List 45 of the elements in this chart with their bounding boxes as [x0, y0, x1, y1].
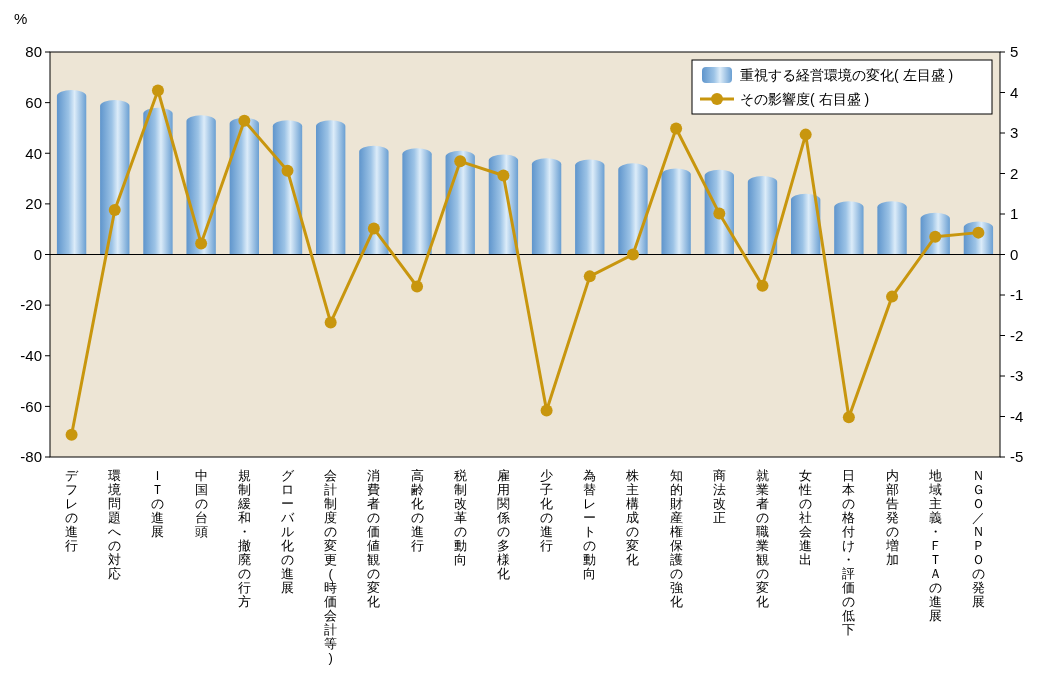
category-label: 知的財産権保護の強化 — [669, 467, 683, 609]
x-tick-label: 女性の社会進出 — [798, 467, 813, 567]
x-tick-label: 環境問題への対応 — [107, 467, 122, 581]
y2-tick-label: -1 — [1010, 286, 1024, 304]
y-tick-label: -60 — [20, 397, 42, 415]
x-tick-label: 高齢化の進行 — [410, 467, 424, 553]
x-tick-label: デフレの進行 — [65, 467, 80, 553]
y-tick-label: 80 — [25, 43, 42, 61]
y2-tick-label: -4 — [1010, 407, 1024, 425]
y-tick-label: -80 — [20, 448, 42, 466]
x-tick-label: 雇用関係の多様化 — [495, 467, 510, 581]
y2-tick-label: 2 — [1010, 164, 1019, 182]
x-tick-label: 為替レートの動向 — [583, 467, 597, 581]
category-label: 消費者の価値観の変化 — [367, 467, 381, 609]
x-tick-label: 株主構成の変化 — [625, 467, 640, 567]
y-tick-label: -20 — [20, 296, 42, 314]
category-label: 会計制度の変更(時価会計等) — [324, 467, 338, 665]
y-tick-label: 40 — [25, 144, 42, 162]
x-tick-label: ＩＴの進展 — [151, 467, 165, 539]
y-tick-label: 0 — [33, 245, 42, 263]
x-tick-label: 少子化の進行 — [540, 467, 554, 553]
x-tick-label: 税制改革の動向 — [453, 467, 467, 567]
category-label: ＮＧＯ／ＮＰＯの発展 — [971, 467, 985, 609]
y-tick-label: 20 — [25, 195, 42, 213]
category-label: 就業者の職業観の変化 — [756, 467, 769, 609]
y2-tick-label: -3 — [1010, 367, 1024, 385]
y2-tick-label: -5 — [1010, 448, 1024, 466]
x-tick-label: 中国の台頭 — [194, 467, 208, 539]
y2-tick-label: 3 — [1010, 124, 1019, 142]
category-label: 日本の格付け・評価の低下 — [842, 467, 856, 637]
legend-label: 重視する経営環境の変化( 左目盛 ) — [740, 66, 954, 83]
category-label: グローバル化の進展 — [281, 467, 294, 595]
y2-tick-label: -2 — [1010, 326, 1024, 344]
category-label: 地域主義・ＦＴＡの進展 — [928, 467, 942, 623]
legend-label: その影響度( 右目盛 ) — [740, 90, 870, 107]
y2-tick-label: 5 — [1010, 43, 1019, 61]
y-axis-title: % — [14, 10, 28, 27]
category-label: 規制緩和・撤廃の行方 — [237, 467, 251, 609]
y-tick-label: 60 — [25, 93, 42, 111]
x-tick-label: 内部告発の増加 — [884, 467, 899, 567]
y2-tick-label: 4 — [1010, 83, 1019, 101]
y-tick-label: -40 — [20, 347, 42, 364]
y2-tick-label: 0 — [1010, 245, 1019, 263]
y2-tick-label: 1 — [1010, 205, 1019, 223]
x-tick-label: 商法改正 — [712, 467, 726, 525]
